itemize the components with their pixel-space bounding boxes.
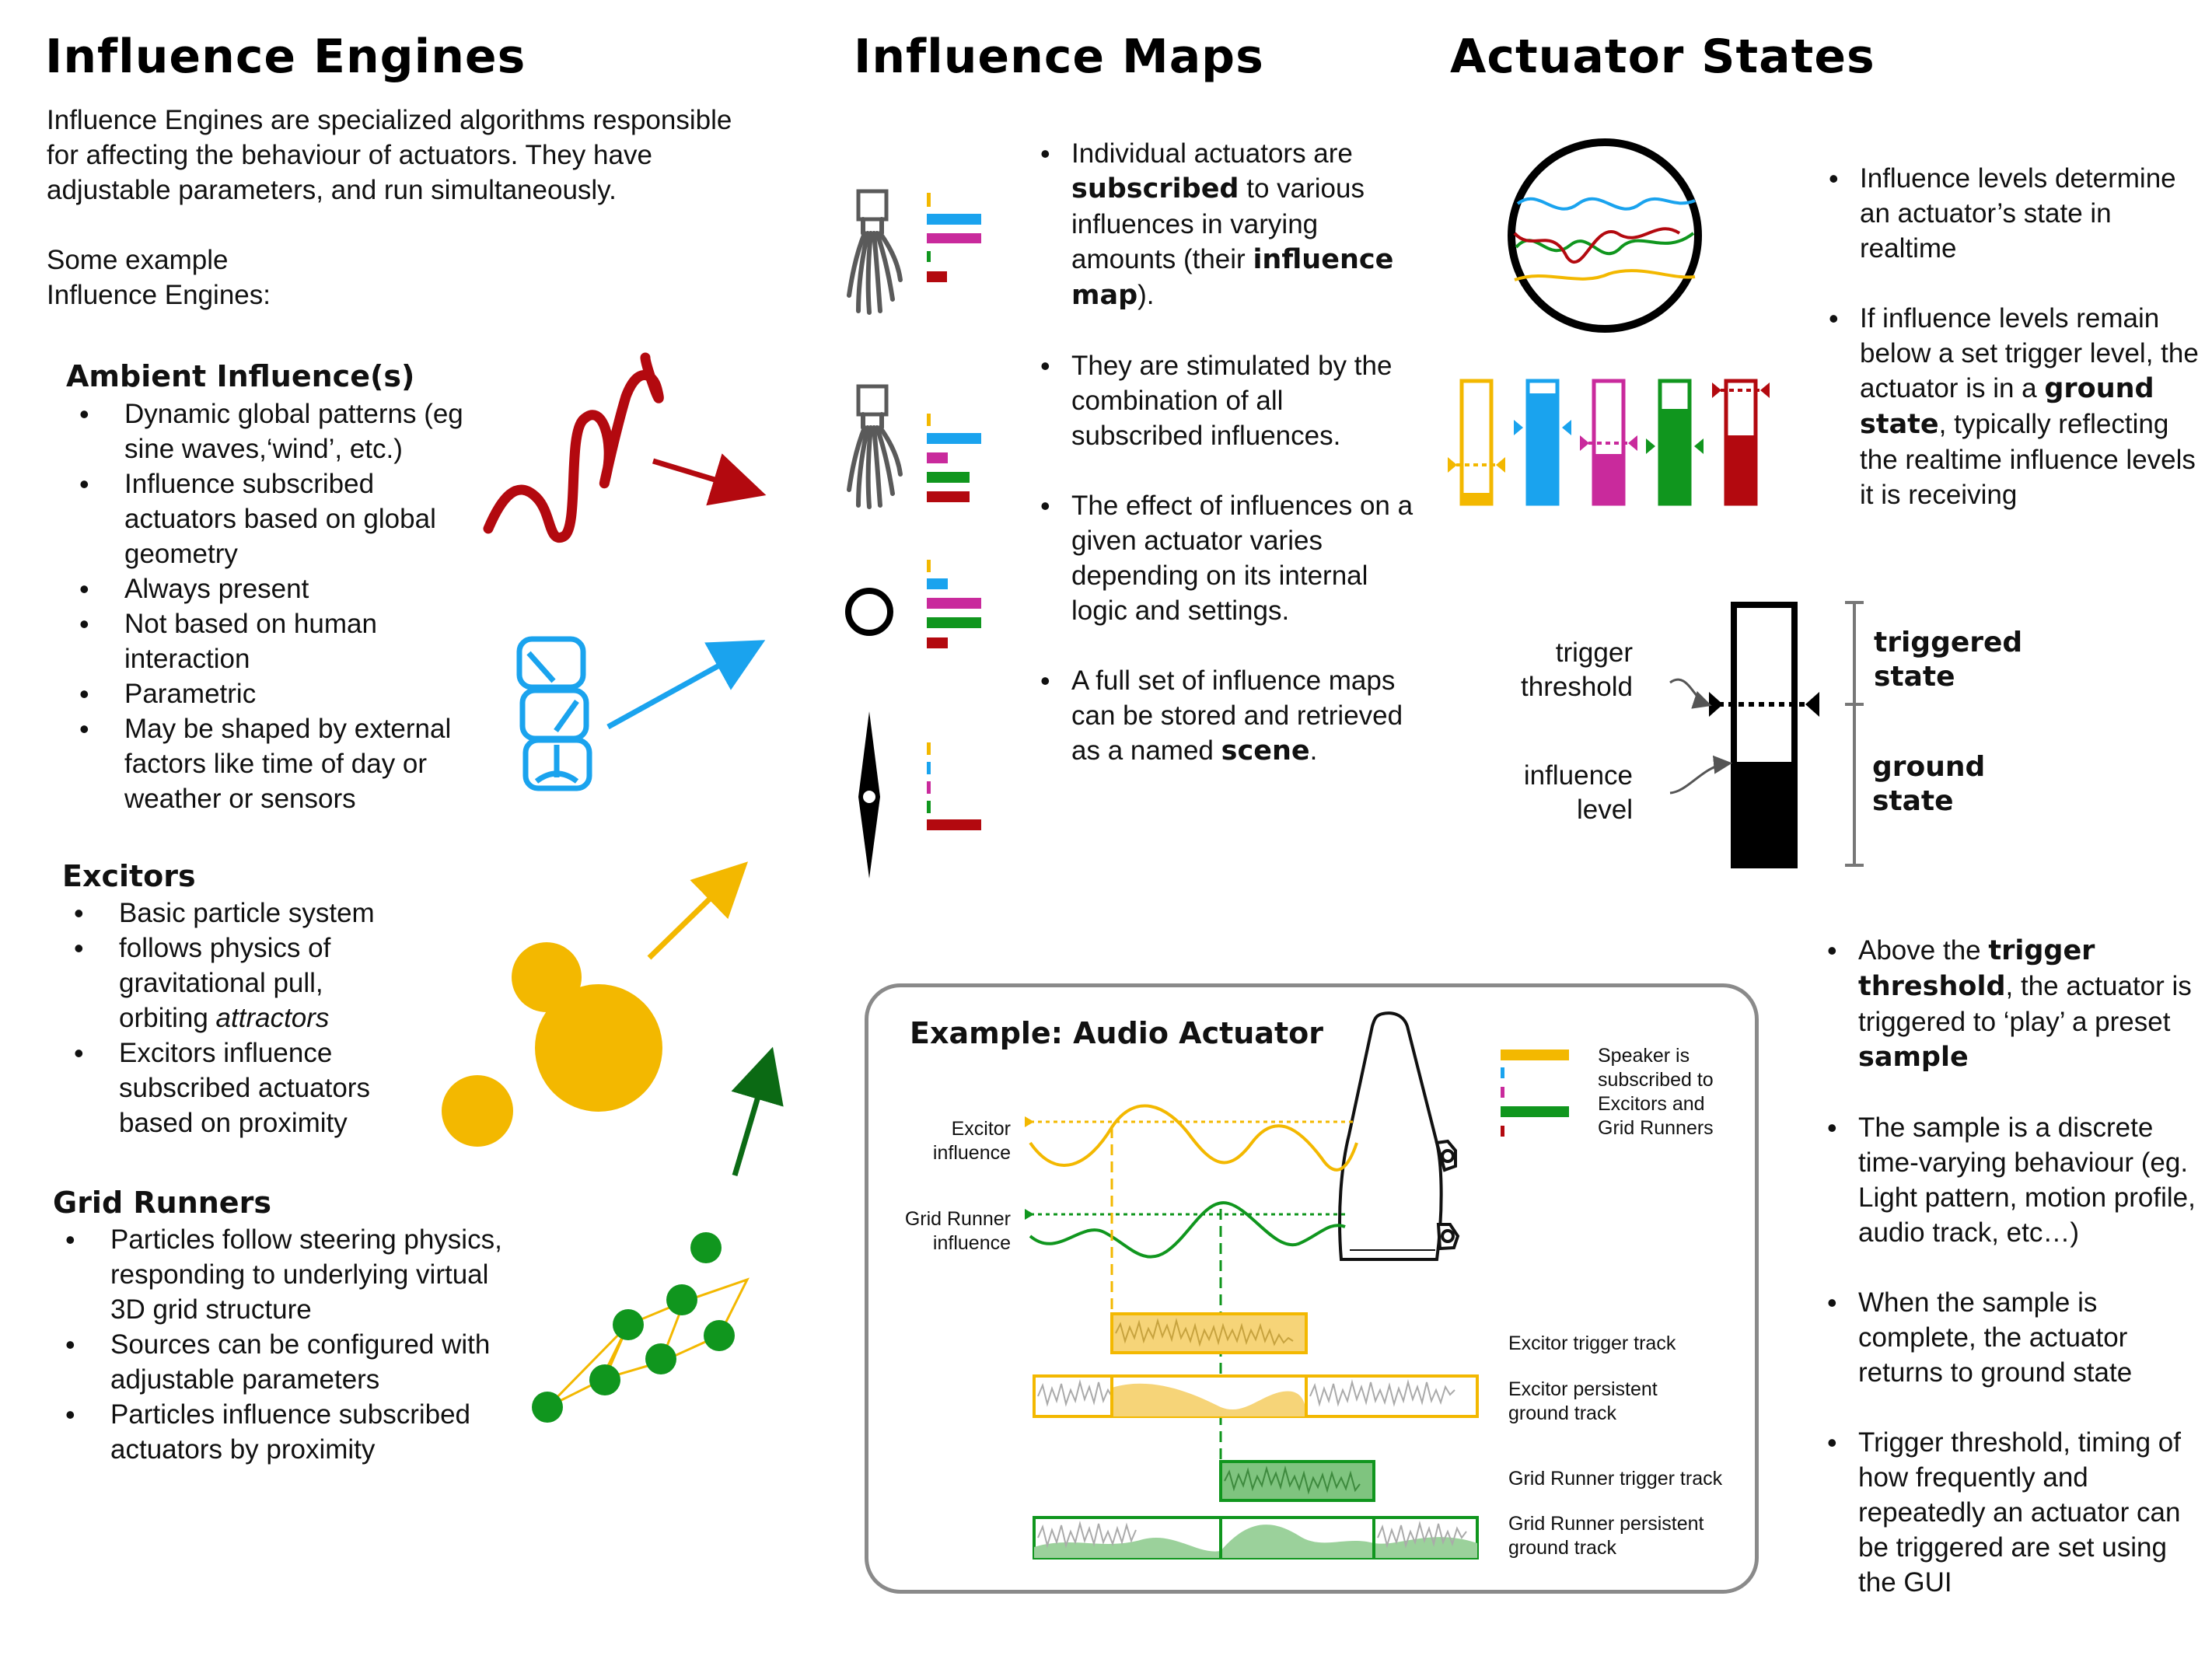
states-list-bottom: Above the trigger threshold, the actuato…	[1827, 933, 2208, 1635]
grid-runner-influence-label: Grid Runner influence	[904, 1208, 1011, 1254]
list-item: Trigger threshold, timing of how frequen…	[1827, 1425, 2208, 1600]
grid-runners-list: Particles follow steering physics, respo…	[65, 1222, 530, 1467]
grid-runner-nodes-icon	[532, 1232, 750, 1423]
influence-map-bars-4	[927, 742, 981, 830]
list-item: Above the trigger threshold, the actuato…	[1827, 933, 2208, 1075]
grid-runners-title: Grid Runners	[53, 1186, 271, 1220]
ambient-arrow	[652, 453, 767, 506]
list-item: If influence levels remain below a set t…	[1829, 301, 2202, 512]
level-bars	[1448, 379, 1770, 506]
list-item: Sources can be configured with adjustabl…	[65, 1327, 530, 1397]
excitors-list: Basic particle system follows physics of…	[74, 896, 414, 1140]
states-title: Actuator States	[1450, 30, 1875, 84]
grid-persistent-track-label: Grid Runner persistent ground track	[1508, 1513, 1704, 1559]
gauge-arrow	[606, 640, 766, 730]
list-item: A full set of influence maps can be stor…	[1040, 663, 1414, 769]
list-item: Particles follow steering physics, respo…	[65, 1222, 530, 1327]
triggered-state-label: triggered state	[1874, 627, 2023, 693]
squid-actuator-icon	[847, 384, 903, 509]
maps-title: Influence Maps	[854, 30, 1264, 84]
states-list-top: Influence levels determine an actuator’s…	[1829, 161, 2202, 547]
list-item: The effect of influences on a given actu…	[1040, 488, 1414, 628]
list-item: Excitors influence subscribed actuators …	[74, 1036, 414, 1140]
list-item: When the sample is complete, the actuato…	[1827, 1285, 2208, 1390]
list-item: Individual actuators are subscribed to v…	[1040, 136, 1414, 313]
sine-wave-icon	[483, 352, 664, 543]
excitor-influence-label: Excitor influence	[932, 1118, 1011, 1164]
ambient-list: Dynamic global patterns (eg sine waves,‘…	[79, 396, 474, 816]
grid-trigger-track-label: Grid Runner trigger track	[1508, 1468, 1723, 1490]
maps-list: Individual actuators are subscribed to v…	[1040, 136, 1414, 804]
list-item: Influence levels determine an actuator’s…	[1829, 161, 2202, 266]
excitor-arrow	[647, 861, 749, 960]
influence-level-label: influence level	[1523, 760, 1633, 825]
audio-example-panel	[865, 983, 1759, 1594]
excitor-persistent-track-label: Excitor persistent ground track	[1508, 1378, 1658, 1424]
spindle-actuator-icon	[858, 711, 880, 878]
list-item: They are stimulated by the combination o…	[1040, 348, 1414, 453]
list-item: Always present	[79, 571, 474, 606]
list-item: May be shaped by external factors like t…	[79, 711, 474, 816]
state-bar	[1669, 601, 1864, 868]
list-item: Dynamic global patterns (eg sine waves,‘…	[79, 396, 474, 466]
list-item: Not based on human interaction	[79, 606, 474, 676]
grid-runner-arrow	[731, 1046, 784, 1176]
list-item: Particles influence subscribed actuators…	[65, 1397, 530, 1467]
influence-map-bars-1	[927, 193, 981, 282]
engines-title: Influence Engines	[45, 30, 526, 84]
gauge-stack-icon	[516, 636, 592, 791]
engines-intro: Influence Engines are specialized algori…	[47, 105, 732, 205]
orbs-icon	[442, 942, 662, 1147]
influence-map-bars-2	[927, 414, 981, 502]
excitors-title: Excitors	[62, 859, 196, 893]
list-item: Basic particle system	[74, 896, 414, 931]
ring-actuator-icon	[845, 588, 893, 636]
squid-actuator-icon	[847, 189, 903, 315]
influence-circle-icon	[1508, 138, 1702, 333]
ambient-title: Ambient Influence(s)	[66, 359, 415, 393]
speaker-note: Speaker is subscribed to Excitors and Gr…	[1598, 1045, 1714, 1139]
examples-label: Some example Influence Engines:	[47, 245, 271, 310]
attractors-word: attractors	[215, 1003, 330, 1033]
list-item: The sample is a discrete time-varying be…	[1827, 1110, 2208, 1250]
influence-map-bars-3	[927, 560, 981, 648]
list-item: Influence subscribed actuators based on …	[79, 466, 474, 571]
excitor-trigger-track-label: Excitor trigger track	[1508, 1332, 1676, 1354]
list-item: Parametric	[79, 676, 474, 711]
ground-state-label: ground state	[1872, 751, 1986, 817]
list-item: follows physics of gravitational pull, o…	[74, 931, 414, 1036]
trigger-threshold-label: trigger threshold	[1521, 637, 1633, 702]
audio-example-title: Example: Audio Actuator	[910, 1016, 1323, 1050]
